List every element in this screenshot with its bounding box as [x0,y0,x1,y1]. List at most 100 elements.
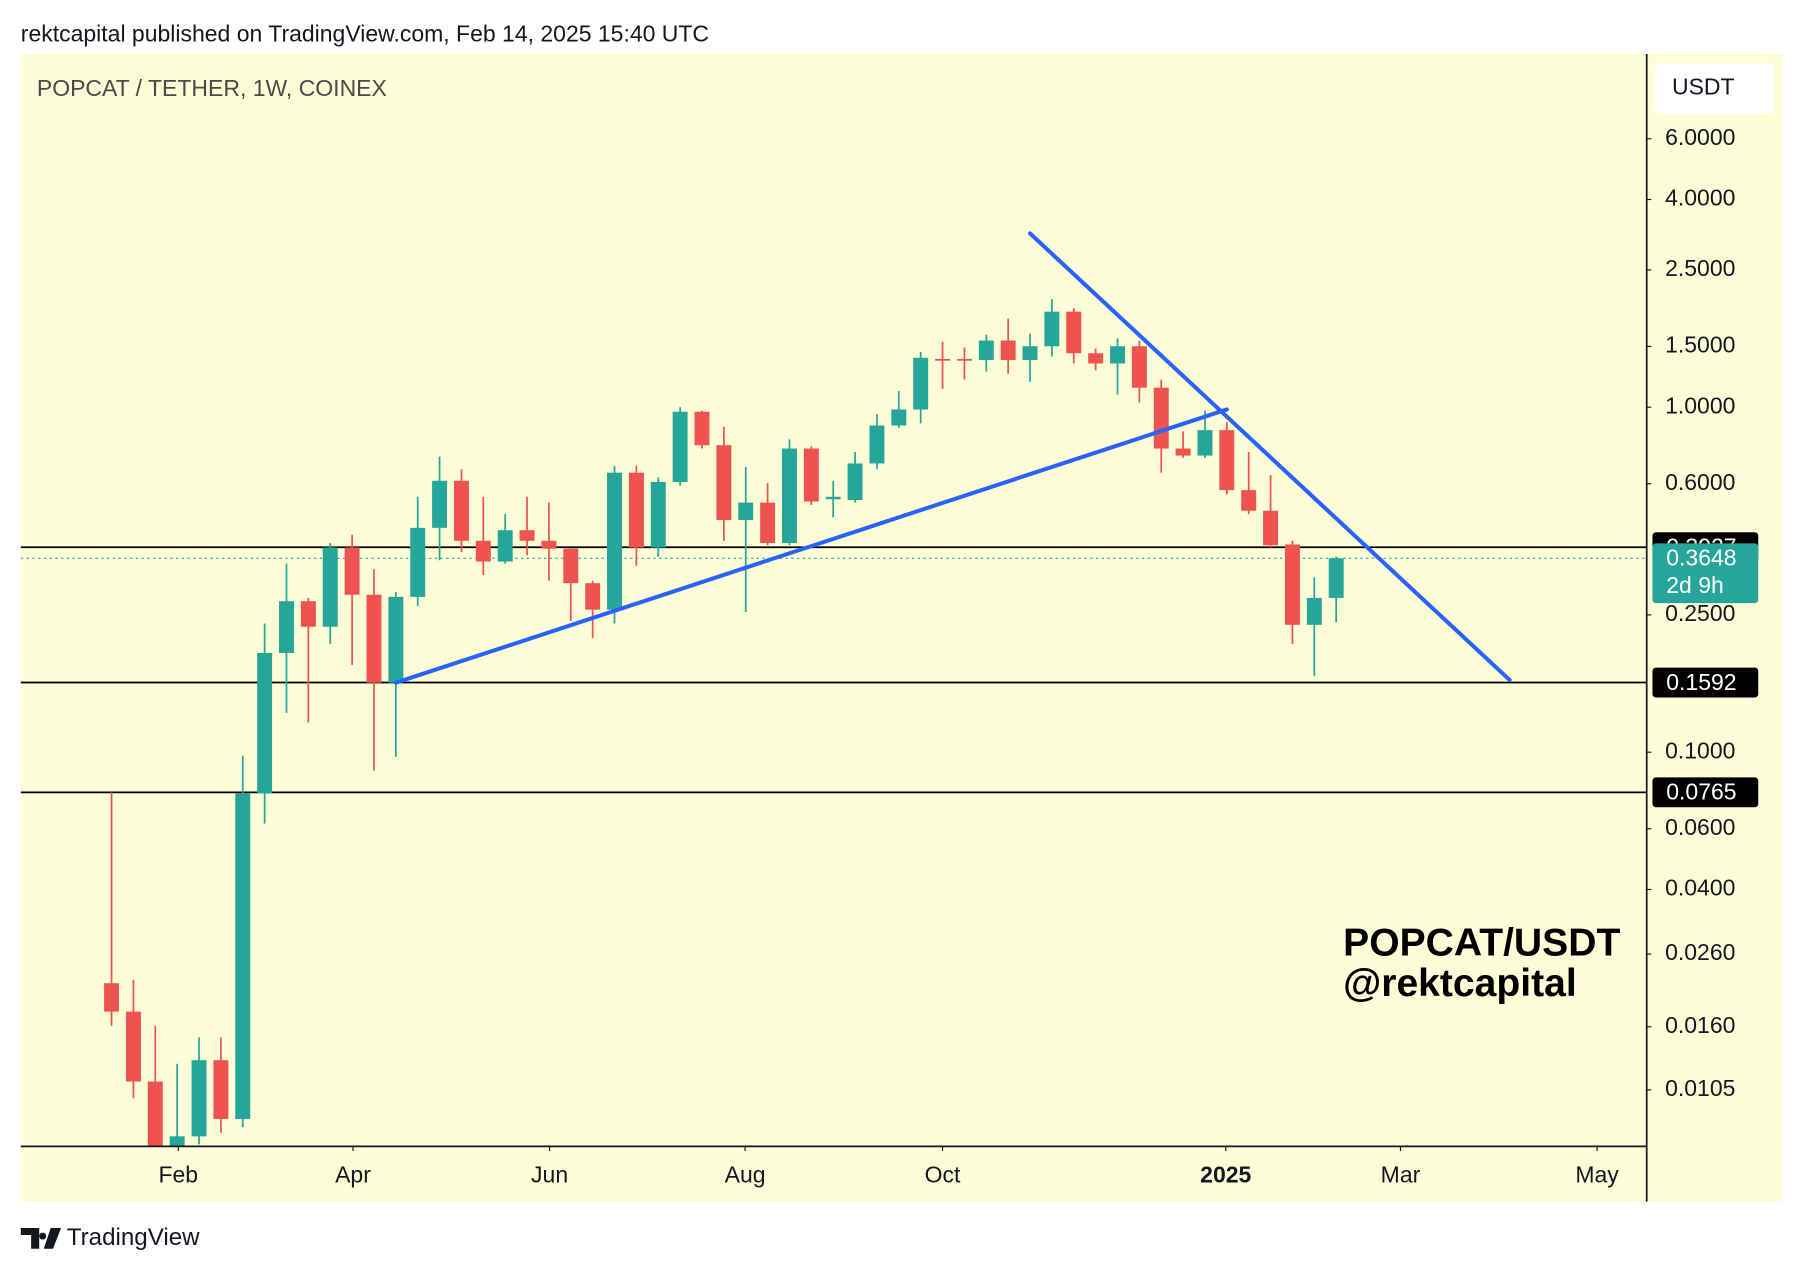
candle-body [388,596,404,683]
last-price-box [1652,543,1759,604]
candle-body [366,594,382,683]
candle-body [1284,544,1300,625]
candle-body [716,445,732,521]
candle-body [825,496,841,500]
y-tick-label: 0.0600 [1665,814,1735,840]
candle-body [1328,558,1344,598]
y-axis-label: USDT [1672,74,1735,100]
x-tick-label: 2025 [1200,1161,1251,1187]
bar-countdown: 2d 9h [1666,572,1724,598]
y-tick-label: 1.0000 [1665,392,1735,418]
tradingview-logo: TradingView [20,1224,200,1251]
y-tick-label: 0.2500 [1665,600,1735,626]
candle-body [1219,430,1235,491]
candle-body [279,601,294,653]
candle-body [935,358,951,361]
x-tick-label: Apr [335,1161,371,1187]
footer-brand: TradingView [67,1224,200,1251]
level-price-label: 0.0765 [1666,779,1736,805]
level-price-box [1652,777,1759,808]
candle-body [1022,346,1038,361]
y-tick-label: 0.0260 [1665,939,1735,965]
y-tick-label: 0.0400 [1665,875,1735,901]
x-tick-label: Jun [531,1161,568,1187]
candle-body [213,1060,229,1119]
candle-body [607,472,623,610]
publish-header: rektcapital published on TradingView.com… [21,21,709,47]
candle-body [803,448,819,502]
y-tick-label: 0.0160 [1665,1012,1735,1038]
level-price-label: 0.1592 [1666,669,1736,695]
candle-body [1110,346,1125,364]
candle-body [563,548,579,584]
candle-body [410,527,426,597]
candle-body [628,472,644,548]
candle-body [694,411,710,446]
candle-body [891,409,907,426]
candle-body [1153,387,1169,449]
candle-body [257,652,273,794]
x-tick-label: Feb [158,1161,198,1187]
candle-body [585,583,601,610]
level-price-box [1652,667,1759,698]
candle-body [672,411,688,483]
candle-body [104,983,120,1012]
candle-body [300,601,316,627]
overlay: 6.0000 4.0000 2.5000 1.5000 1.0000 0.6000 0.25… [158,124,1759,1187]
currency-box[interactable] [1654,63,1775,114]
candle-body [125,1011,141,1082]
candle-body [1088,353,1104,364]
x-tick-label: Oct [925,1161,961,1187]
x-tick-label: May [1575,1161,1619,1187]
y-tick-label: 1.5000 [1665,332,1735,358]
candle-body [1131,346,1147,388]
symbol-title: POPCAT / TETHER, 1W, COINEX [37,75,387,101]
candle-body [475,540,491,562]
x-tick-label: Aug [725,1161,766,1187]
candle-body [913,357,929,410]
candle-body [519,530,535,541]
plot-area [20,231,1647,1147]
candle-body [956,358,972,361]
candle-body [344,547,360,595]
y-tick-label: 2.5000 [1665,255,1735,281]
candle-body [978,340,994,361]
y-tick-label: 0.0105 [1665,1075,1735,1101]
candle-body [1263,510,1279,546]
last-price-label: 0.3648 [1666,545,1736,571]
candle-body [235,793,251,1119]
candle-body [453,480,469,541]
candle-body [147,1081,163,1147]
candle-body [1066,311,1082,354]
y-tick-label: 6.0000 [1665,124,1735,150]
candle-body [1175,448,1191,456]
candle-body [738,502,754,521]
candle-body [650,482,666,548]
candle-body [1197,430,1213,456]
candle-body [869,425,885,464]
y-tick-label: 0.6000 [1665,469,1735,495]
watermark-text: @rektcapital [1343,962,1577,1005]
candle-body [1044,311,1060,347]
candle-body [847,463,863,501]
trendline [393,407,1229,685]
candle-body [191,1060,207,1137]
chart-background [20,54,1783,1202]
candle-body [1241,490,1257,511]
candle-body [760,502,776,543]
y-tick-label: 4.0000 [1665,185,1735,211]
candle-body [1306,597,1322,625]
candle-body [169,1136,185,1146]
candle-body [432,480,448,528]
candle-body [782,448,797,543]
y-tick-label: 0.1000 [1665,737,1735,763]
watermark-text: POPCAT/USDT [1343,922,1620,965]
candle-body [497,530,513,562]
candle-body [541,540,557,549]
candle-body [322,547,338,627]
candle-body [1000,340,1016,361]
trendline [1028,231,1512,682]
x-tick-label: Mar [1381,1161,1421,1187]
